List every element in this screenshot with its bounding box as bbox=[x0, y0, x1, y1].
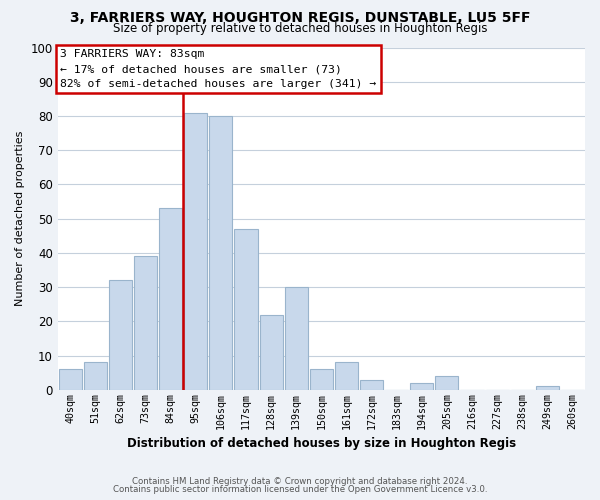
Text: Contains public sector information licensed under the Open Government Licence v3: Contains public sector information licen… bbox=[113, 485, 487, 494]
X-axis label: Distribution of detached houses by size in Houghton Regis: Distribution of detached houses by size … bbox=[127, 437, 516, 450]
Text: Size of property relative to detached houses in Houghton Regis: Size of property relative to detached ho… bbox=[113, 22, 487, 35]
Bar bbox=[235, 229, 257, 390]
Bar bbox=[360, 380, 383, 390]
Bar bbox=[134, 256, 157, 390]
Y-axis label: Number of detached properties: Number of detached properties bbox=[15, 131, 25, 306]
Text: Contains HM Land Registry data © Crown copyright and database right 2024.: Contains HM Land Registry data © Crown c… bbox=[132, 477, 468, 486]
Text: 3 FARRIERS WAY: 83sqm
← 17% of detached houses are smaller (73)
82% of semi-deta: 3 FARRIERS WAY: 83sqm ← 17% of detached … bbox=[60, 49, 376, 89]
Bar bbox=[159, 208, 182, 390]
Bar bbox=[109, 280, 132, 390]
Bar bbox=[84, 362, 107, 390]
Bar bbox=[436, 376, 458, 390]
Text: 3, FARRIERS WAY, HOUGHTON REGIS, DUNSTABLE, LU5 5FF: 3, FARRIERS WAY, HOUGHTON REGIS, DUNSTAB… bbox=[70, 11, 530, 25]
Bar bbox=[335, 362, 358, 390]
Bar bbox=[184, 112, 208, 390]
Bar bbox=[310, 370, 333, 390]
Bar bbox=[260, 314, 283, 390]
Bar bbox=[59, 370, 82, 390]
Bar bbox=[536, 386, 559, 390]
Bar bbox=[284, 287, 308, 390]
Bar bbox=[410, 383, 433, 390]
Bar bbox=[209, 116, 232, 390]
